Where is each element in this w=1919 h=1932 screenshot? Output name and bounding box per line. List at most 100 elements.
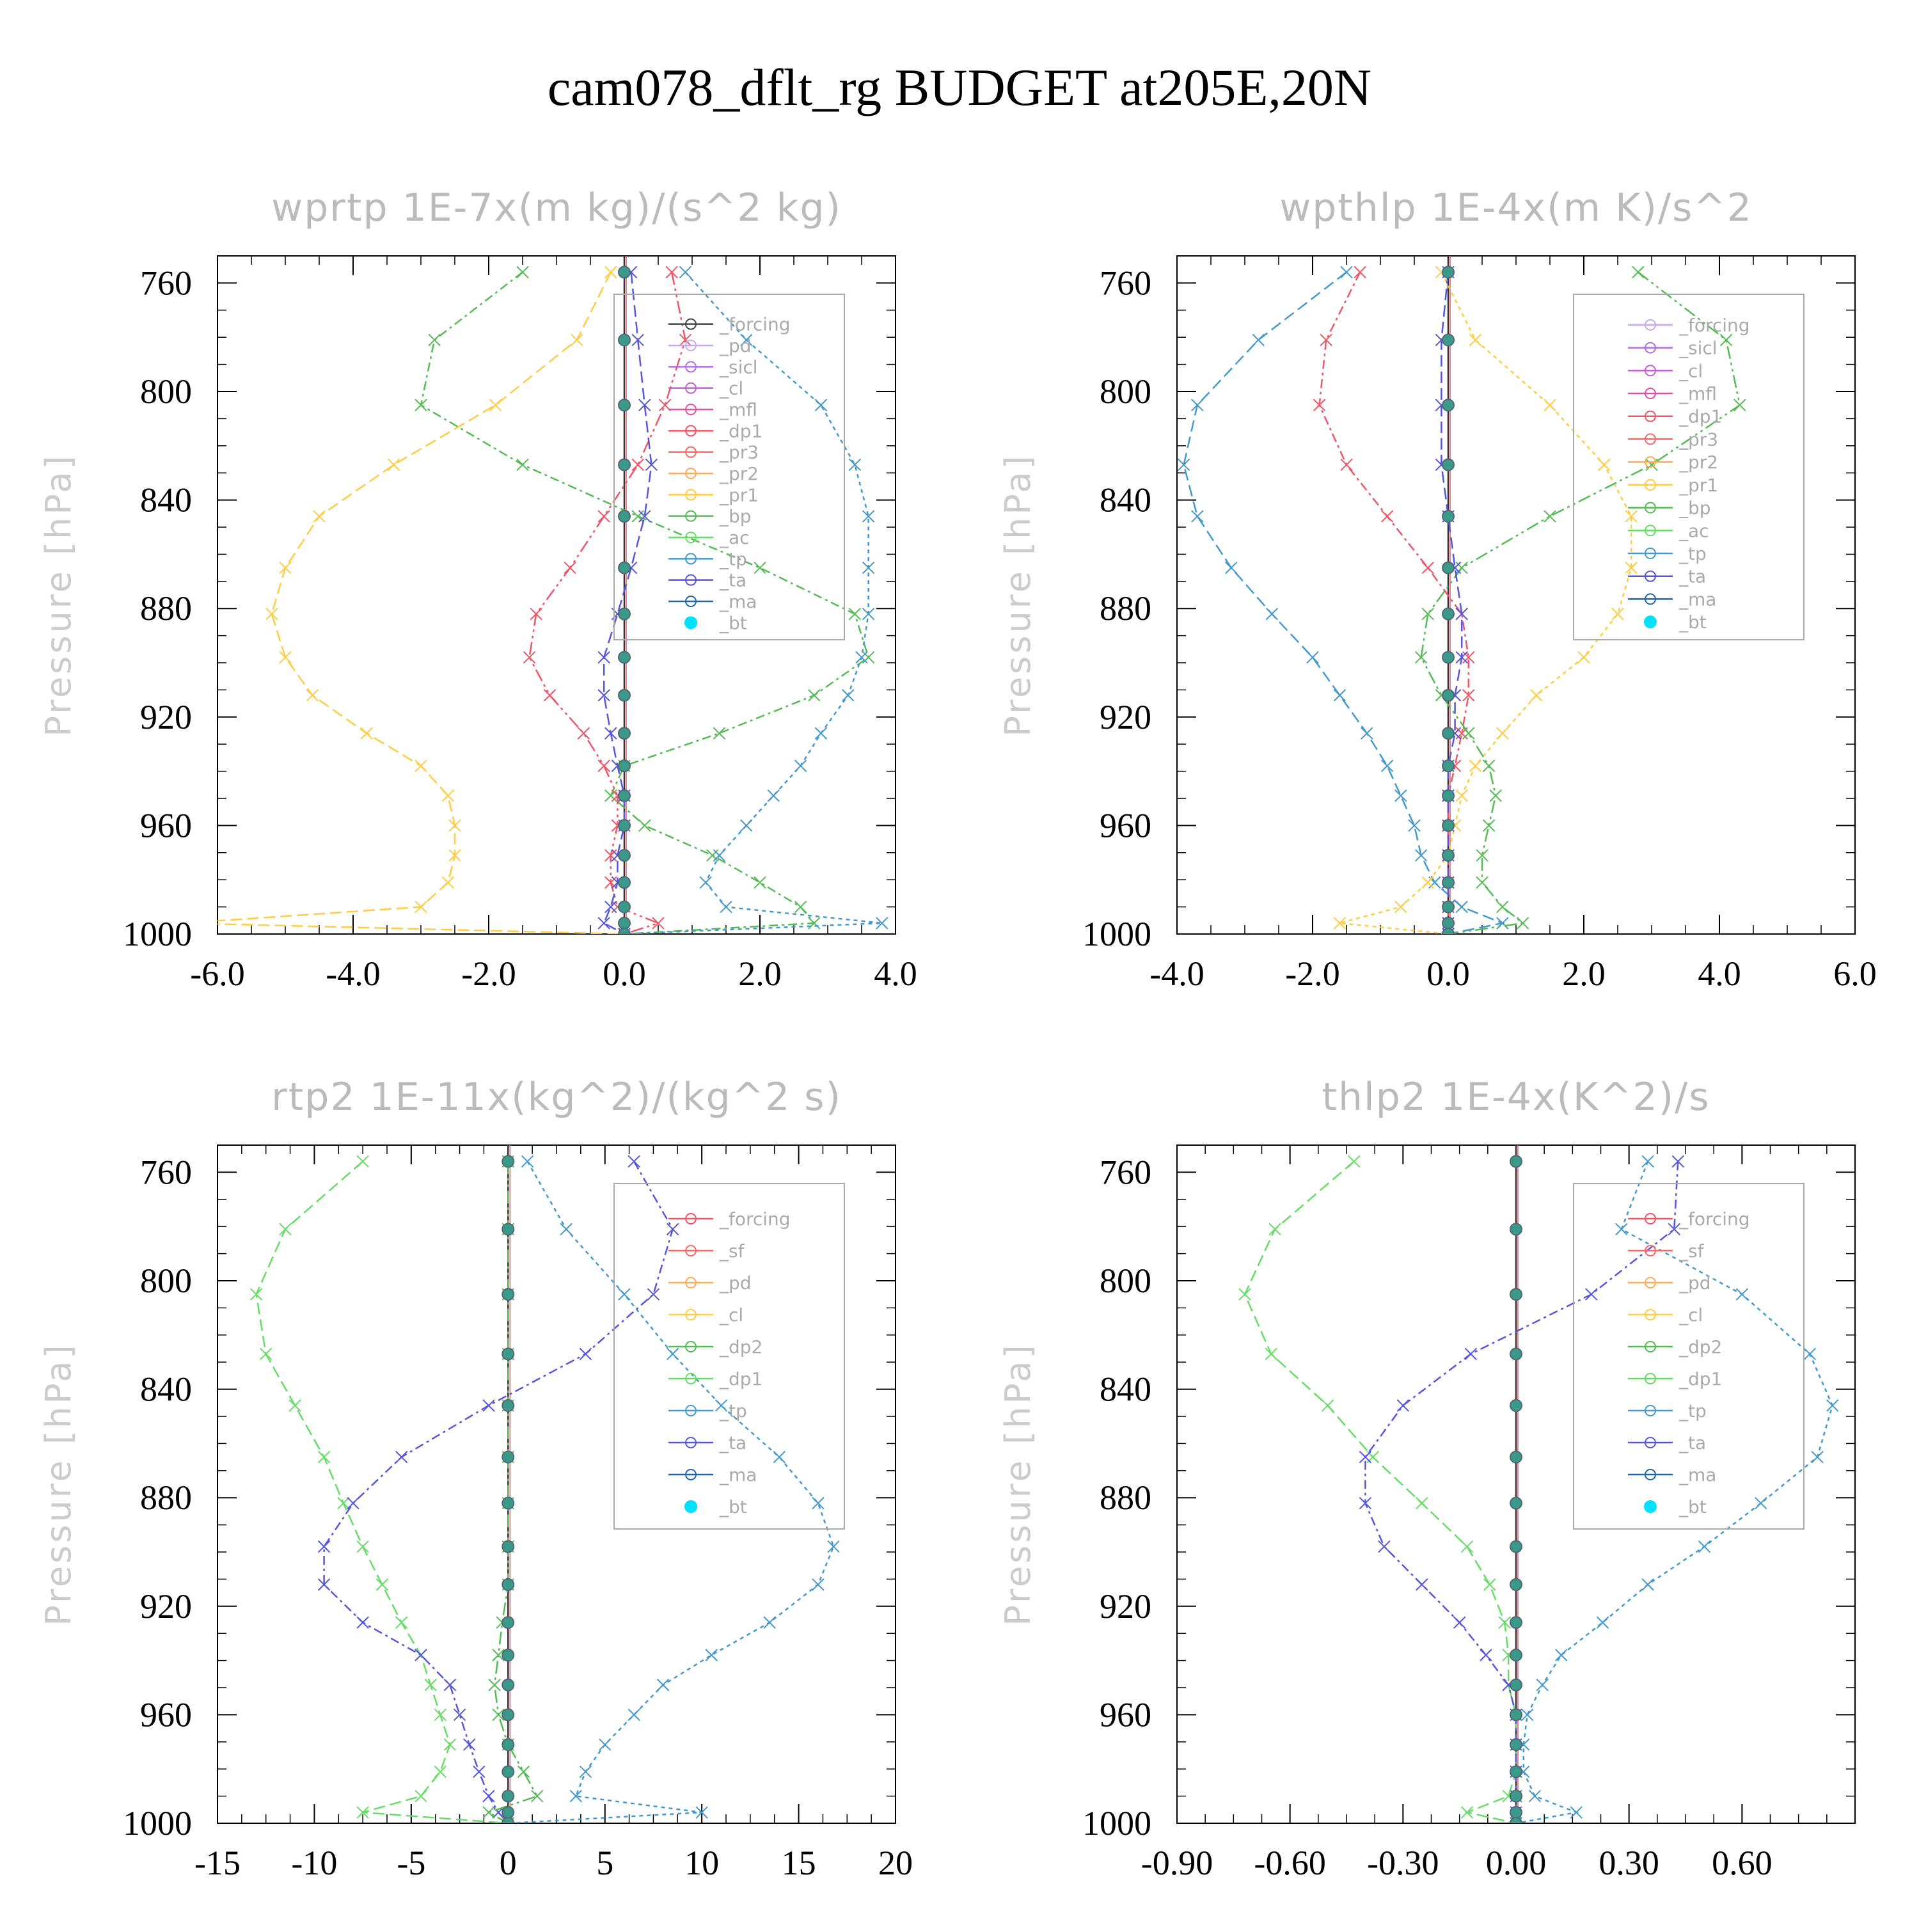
series-point-dp1 [577,727,590,740]
wprtp-panel: wprtp 1E-7x(m kg)/(s^2 kg) Pressure [hPa]… [0,147,960,1043]
legend-entry: _ta [1678,1432,1706,1453]
bt-point [501,1649,515,1662]
series-point-tp [855,651,868,664]
series-point-pr1 [1333,917,1346,930]
series-point-ta [395,1450,408,1464]
legend-entry: _tp [719,548,747,569]
series-line-dp1 [255,1160,509,1823]
legend-entry: _sf [1678,1240,1705,1262]
series-point-pr1 [1544,399,1556,411]
bt-point [1442,789,1455,802]
bt-point [501,1765,515,1778]
panel-title: wpthlp 1E-4x(m K)/s^2 [1279,186,1753,230]
bt-point [501,1678,515,1691]
series-group [1177,256,1746,934]
series-point-pr1 [306,689,319,702]
series-line-tp [1183,271,1506,934]
y-tick-label: 920 [1100,1587,1151,1626]
series-point-tp [862,607,875,621]
series-point-ta [1359,1450,1372,1464]
series-point-dp1 [1354,265,1366,279]
y-tick-label: 920 [140,1587,192,1626]
series-point-ta [347,1496,359,1510]
bt-point [501,1789,515,1803]
y-tick-label: 840 [1100,1370,1151,1409]
series-point-dp1 [1268,1223,1281,1236]
legend-entry: _pd [719,1272,752,1294]
legend-box [1573,294,1804,640]
series-point-bp [516,265,529,279]
bt-point [618,727,631,740]
series-point-dp1 [434,1765,446,1778]
bt-point [618,688,631,702]
series-point-pr1 [415,759,427,772]
series-point-pr1 [387,458,400,471]
series-point-ta [604,900,617,914]
y-tick-label: 800 [140,1262,192,1300]
series-point-pr1 [571,333,583,347]
legend-marker [685,318,697,330]
legend-entry: _pr2 [719,463,759,484]
series-point-bp [1516,917,1529,930]
series-point-tp [618,1288,631,1301]
series-point-dp1 [317,1450,331,1464]
series-point-tp [1520,1708,1534,1722]
series-point-ta [443,1679,457,1691]
y-tick-label: 880 [1100,589,1151,628]
series-point-pr1 [1469,333,1482,347]
y-axis-label: Pressure [hPa] [38,453,79,736]
legend-entry: _ta [719,1432,746,1453]
series-point-pr1 [1611,607,1624,621]
series-point-tp [1803,1347,1817,1361]
series-point-tp [1191,510,1204,523]
series-point-tp [1306,651,1319,664]
series-point-dp1 [564,561,576,574]
series-point-tp [715,1399,728,1412]
plot-frame [1176,255,1856,935]
legend-entry: _cl [1678,1304,1703,1326]
series-point-pr1 [279,651,292,664]
series-point-bp [1544,510,1556,523]
series-point-tp [1536,1679,1549,1691]
legend-swatch [684,616,697,629]
legend-marker [685,596,697,607]
series-point-dp1 [1238,1288,1251,1301]
bt-point [1442,688,1455,702]
bt-point [1442,900,1455,914]
legend-marker [685,489,697,501]
legend-marker [685,574,697,586]
series-point-dp1 [1265,1347,1277,1361]
series-point-tp [560,1223,573,1236]
legend-entry: _pr2 [1678,452,1718,473]
legend-marker [1645,1277,1656,1288]
series-line-pr1 [217,271,625,934]
series-point-tp [767,789,780,802]
series-point-tp [699,876,712,889]
series-point-bp [794,900,807,914]
legend-marker [1645,1373,1656,1384]
series-point-tp [862,510,875,523]
series-point-pr1 [1625,510,1638,523]
series-point-dp1 [679,333,692,347]
series-point-pr1 [1625,561,1638,574]
series-point-dp1 [1340,458,1353,471]
series-point-tp [713,849,726,862]
bt-point [1510,1578,1522,1591]
series-point-tp [679,265,692,279]
bt-point [1442,917,1455,930]
legend-entry: _ta [719,570,746,591]
legend-marker [1645,1437,1656,1448]
bt-point [618,561,631,574]
series-point-ta [638,399,651,411]
series-point-dp1 [1483,1578,1496,1591]
series-point-ta [1585,1288,1598,1301]
series-point-dp1 [337,1496,350,1510]
series-point-dp1 [1380,510,1394,523]
bt-point [1442,561,1455,574]
series-point-dp1 [395,1616,408,1629]
thlp2-panel: thlp2 1E-4x(K^2)/s Pressure [hPa] 760 800 84… [960,1036,1919,1932]
series-point-bp [754,561,766,574]
legend-box [613,1183,845,1530]
legend-entry: _ma [719,1464,757,1485]
legend-entry: _pr3 [719,442,759,463]
